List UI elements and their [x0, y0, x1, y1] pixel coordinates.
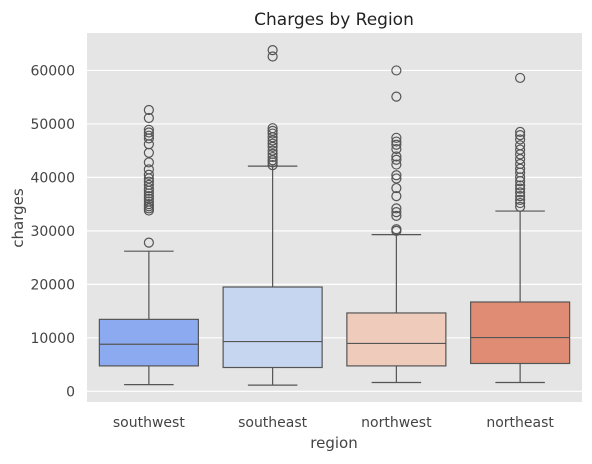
- iqr-box: [346, 312, 447, 367]
- y-tick-label: 20000: [30, 277, 75, 293]
- outlier-point: [143, 196, 154, 207]
- iqr-box: [470, 301, 571, 365]
- outlier-point: [267, 148, 278, 159]
- outlier-point: [515, 126, 526, 138]
- outlier-point: [515, 187, 526, 198]
- outlier-point: [515, 72, 526, 84]
- outlier-point: [267, 123, 278, 134]
- outlier-point: [515, 130, 526, 141]
- outlier-point: [267, 159, 278, 171]
- outlier-point: [267, 138, 278, 149]
- outlier-point: [391, 136, 402, 147]
- box-southwest: [98, 104, 199, 386]
- y-tick-label: 10000: [30, 331, 75, 347]
- outlier-point: [143, 176, 154, 187]
- boxes: [98, 45, 571, 386]
- y-tick-label: 50000: [30, 117, 75, 133]
- outlier-point: [391, 151, 402, 162]
- outlier-point: [143, 169, 154, 180]
- outlier-point: [515, 191, 526, 202]
- outlier-point: [391, 170, 402, 181]
- outlier-point: [391, 203, 402, 214]
- outlier-point: [143, 112, 154, 124]
- iqr-box: [222, 286, 323, 369]
- outlier-point: [515, 154, 526, 165]
- y-tick-label: 30000: [30, 224, 75, 240]
- outlier-point: [391, 159, 402, 170]
- outlier-point: [515, 140, 526, 151]
- outlier-point: [143, 237, 154, 248]
- iqr-box: [98, 318, 199, 367]
- outlier-point: [391, 207, 402, 218]
- outlier-point: [267, 45, 278, 56]
- outlier-point: [515, 180, 526, 191]
- y-tick-label: 60000: [30, 63, 75, 79]
- outlier-point: [515, 183, 526, 194]
- outlier-point: [143, 164, 154, 175]
- x-tick-labels: southwest southeast northwest northeast: [113, 415, 554, 431]
- outlier-point: [391, 65, 402, 76]
- x-tick-label: northwest: [361, 415, 432, 431]
- outlier-point: [391, 154, 402, 165]
- outlier-point: [143, 193, 154, 204]
- y-tick-label: 0: [66, 384, 75, 400]
- outlier-point: [391, 191, 402, 202]
- outlier-point: [391, 91, 402, 102]
- outlier-point: [143, 127, 154, 138]
- outlier-point: [267, 145, 278, 156]
- box-southeast: [222, 45, 323, 386]
- outlier-point: [515, 134, 526, 145]
- outlier-point: [143, 130, 154, 141]
- y-tick-label: 40000: [30, 170, 75, 186]
- outlier-point: [267, 128, 278, 139]
- outlier-point: [391, 132, 402, 143]
- y-tick-labels: 0 10000 20000 30000 40000 50000 60000: [30, 63, 75, 400]
- outlier-point: [515, 194, 526, 205]
- outlier-point: [391, 139, 402, 150]
- outlier-point: [267, 141, 278, 153]
- y-axis-label: charges: [9, 188, 27, 248]
- outlier-point: [267, 151, 278, 163]
- outlier-point: [143, 182, 154, 194]
- outlier-point: [267, 125, 278, 136]
- outlier-point: [515, 201, 526, 212]
- outlier-point: [267, 155, 278, 166]
- outlier-point: [267, 135, 278, 146]
- outlier-point: [515, 197, 526, 209]
- outlier-point: [391, 182, 402, 194]
- outlier-point: [391, 210, 402, 221]
- x-tick-label: southeast: [238, 415, 308, 431]
- x-tick-label: northeast: [486, 415, 554, 431]
- outlier-point: [143, 124, 154, 135]
- x-axis-label: region: [310, 434, 357, 452]
- outlier-point: [515, 144, 526, 155]
- outlier-point: [515, 163, 526, 174]
- outlier-point: [143, 199, 154, 210]
- x-tick-label: southwest: [113, 415, 185, 431]
- box-northeast: [470, 72, 571, 384]
- outlier-point: [267, 51, 278, 62]
- outlier-point: [143, 191, 154, 202]
- box-northwest: [346, 65, 447, 384]
- outlier-point: [143, 104, 154, 116]
- chart-title: Charges by Region: [254, 10, 414, 30]
- outlier-point: [391, 224, 402, 235]
- outlier-point: [391, 143, 402, 155]
- outlier-point: [391, 173, 402, 184]
- outlier-point: [143, 157, 154, 168]
- outlier-point: [515, 158, 526, 170]
- outlier-point: [143, 179, 154, 190]
